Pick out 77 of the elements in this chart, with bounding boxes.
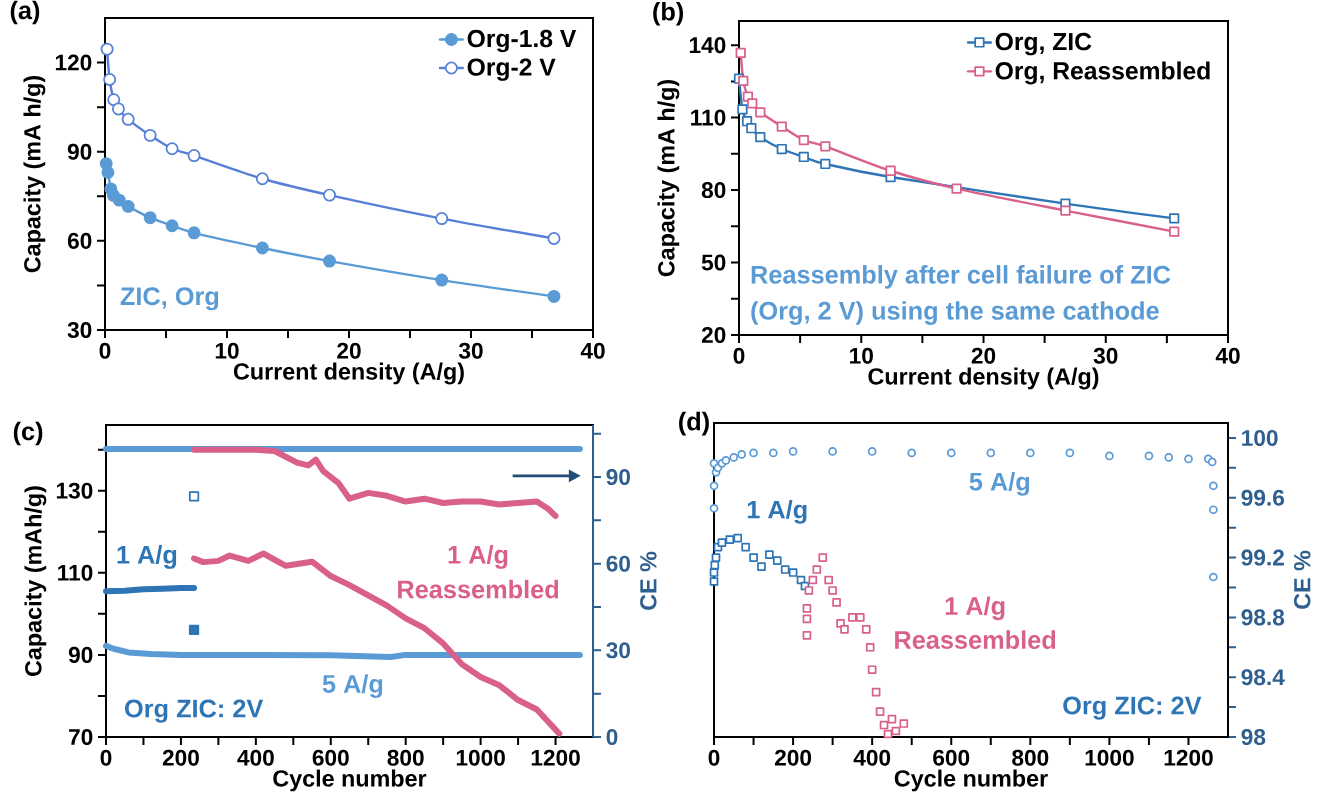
x-tick-label: 200 [774, 749, 812, 766]
y2-tick-label: 60 [606, 555, 630, 572]
chart-title: (d) [679, 411, 709, 436]
annotation: 5 A/g [969, 472, 1030, 496]
y-tick-label: 70 [69, 728, 93, 746]
annotation: (Org, 2 V) using the same cathode [751, 301, 1159, 325]
y-tick-label: 130 [56, 482, 93, 499]
y-tick-label: 30 [67, 321, 92, 339]
y2-tick-label: 98.8 [1241, 609, 1285, 626]
x-tick-label: 600 [933, 749, 970, 766]
x-tick-label: 200 [162, 749, 199, 766]
y2-tick-label: 30 [606, 642, 630, 659]
x-axis-title: Cycle number [894, 769, 1048, 792]
x-tick-label: 0 [733, 347, 745, 364]
annotation: 5 A/g [322, 674, 383, 699]
annotation: Reassembly after cell failure of ZIC [751, 265, 1171, 289]
annotation: 1 A/g [448, 545, 508, 569]
chart-title: (a) [10, 0, 40, 25]
legend-label: Org, ZIC [995, 32, 1092, 56]
x-tick-label: 1000 [1085, 749, 1134, 766]
x-axis-title: Current density (A/g) [868, 367, 1099, 390]
legend-label: Org-1.8 V [467, 29, 577, 53]
x-tick-label: 20 [971, 347, 996, 364]
x-tick-label: 40 [580, 342, 605, 359]
chart-title: (b) [653, 2, 684, 26]
y-tick-label: 140 [689, 37, 726, 54]
y-tick-label: 90 [68, 646, 93, 663]
x-tick-label: 1200 [1164, 749, 1213, 766]
x-tick-label: 0 [100, 749, 112, 766]
x-tick-label: 800 [387, 749, 424, 766]
x-tick-label: 800 [1012, 749, 1049, 766]
x-tick-label: 10 [215, 342, 239, 359]
y2-axis-title: CE % [1294, 550, 1311, 609]
x-tick-label: 30 [1093, 347, 1118, 364]
legend-label: Org, Reassembled [995, 61, 1210, 85]
x-tick-label: 0 [708, 749, 720, 766]
y2-tick-label: 90 [606, 468, 630, 486]
x-tick-label: 600 [312, 749, 349, 766]
annotation: Org ZIC: 2V [1063, 696, 1202, 720]
y2-tick-label: 100 [1242, 429, 1278, 446]
x-tick-label: 10 [850, 347, 873, 364]
y2-tick-label: 98.4 [1241, 669, 1285, 686]
y-tick-label: 120 [55, 54, 92, 71]
x-axis-title: Current density (A/g) [233, 362, 464, 385]
y-axis-title: Capacity (mAh/g) [24, 486, 47, 676]
x-tick-label: 0 [99, 342, 111, 359]
annotation: 1 A/g [117, 545, 177, 569]
y-tick-label: 90 [67, 143, 92, 160]
x-tick-label: 40 [1215, 347, 1240, 364]
x-axis-title: Cycle number [273, 769, 427, 792]
y2-tick-label: 99.2 [1241, 549, 1284, 566]
y-tick-label: 50 [701, 254, 726, 271]
y-tick-label: 110 [58, 564, 93, 581]
y-tick-label: 60 [67, 232, 92, 249]
annotation: Reassembled [398, 579, 559, 599]
x-tick-label: 1000 [456, 749, 505, 766]
x-tick-label: 20 [337, 342, 361, 359]
legend-label: Org-2 V [467, 58, 556, 81]
y2-tick-label: 98 [1241, 728, 1266, 746]
y2-tick-label: 0 [606, 728, 618, 746]
x-tick-label: 1200 [531, 749, 580, 766]
y2-tick-label: 99.6 [1241, 489, 1285, 506]
x-tick-label: 400 [853, 749, 891, 766]
x-tick-label: 400 [237, 749, 274, 766]
annotation: Org ZIC: 2V [125, 699, 264, 723]
y2-axis-title: CE % [640, 551, 657, 610]
annotation: ZIC, Org [120, 287, 219, 311]
annotation: 1 A/g [945, 596, 1005, 621]
y-axis-title: Capacity (mA h/g) [23, 76, 46, 273]
y-tick-label: 80 [701, 182, 726, 199]
x-tick-label: 30 [458, 342, 483, 359]
y-tick-label: 20 [701, 326, 726, 344]
y-tick-label: 110 [691, 109, 726, 126]
annotation: 1 A/g [747, 500, 807, 524]
annotation: Reassembled [895, 630, 1056, 649]
y-axis-title: Capacity (mA h/g) [657, 80, 680, 277]
chart-title: (c) [13, 421, 43, 446]
